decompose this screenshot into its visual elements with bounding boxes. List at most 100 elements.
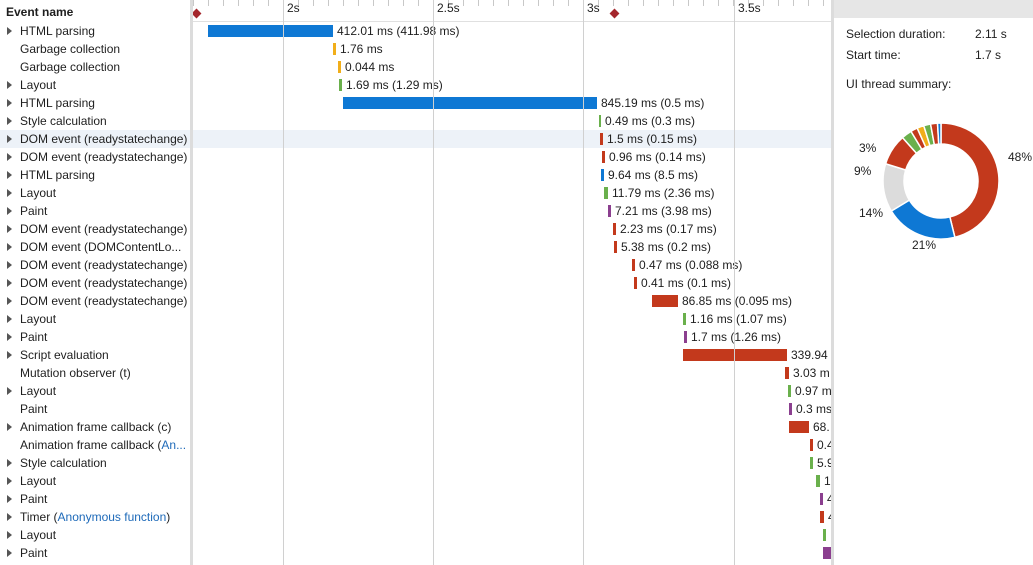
- event-row[interactable]: Animation frame callback (c): [0, 418, 190, 436]
- event-row[interactable]: DOM event (readystatechange): [0, 256, 190, 274]
- function-link[interactable]: An...: [161, 438, 187, 452]
- timeline-row[interactable]: 68.: [193, 418, 831, 436]
- event-row[interactable]: Timer (Anonymous function): [0, 508, 190, 526]
- expand-arrow-icon[interactable]: [7, 549, 12, 557]
- event-duration-bar[interactable]: [599, 115, 601, 127]
- event-duration-bar[interactable]: [684, 331, 687, 343]
- event-duration-bar[interactable]: [683, 313, 686, 325]
- event-row[interactable]: HTML parsing: [0, 22, 190, 40]
- event-duration-bar[interactable]: [816, 475, 820, 487]
- donut-slice[interactable]: [940, 122, 1000, 239]
- timeline-row[interactable]: 86.85 ms (0.095 ms): [193, 292, 831, 310]
- event-row[interactable]: DOM event (readystatechange): [0, 130, 190, 148]
- event-row[interactable]: Paint: [0, 490, 190, 508]
- timeline-row[interactable]: 0.47 ms (0.088 ms): [193, 256, 831, 274]
- event-duration-bar[interactable]: [634, 277, 637, 289]
- event-duration-bar[interactable]: [820, 493, 823, 505]
- event-row[interactable]: Garbage collection: [0, 58, 190, 76]
- expand-arrow-icon[interactable]: [7, 117, 12, 125]
- event-duration-bar[interactable]: [600, 133, 603, 145]
- timeline-row[interactable]: 1.16 ms (1.07 ms): [193, 310, 831, 328]
- event-name-column-header[interactable]: Event name: [6, 5, 74, 19]
- event-row[interactable]: Paint: [0, 400, 190, 418]
- event-row[interactable]: DOM event (readystatechange): [0, 292, 190, 310]
- event-row[interactable]: DOM event (readystatechange): [0, 148, 190, 166]
- event-row[interactable]: Paint: [0, 544, 190, 562]
- event-row[interactable]: Mutation observer (t): [0, 364, 190, 382]
- timeline-row[interactable]: 0.044 ms: [193, 58, 831, 76]
- timeline-row[interactable]: 0.97 m: [193, 382, 831, 400]
- timeline-row[interactable]: 1.7 ms (1.26 ms): [193, 328, 831, 346]
- event-row[interactable]: Style calculation: [0, 112, 190, 130]
- event-row[interactable]: Layout: [0, 310, 190, 328]
- expand-arrow-icon[interactable]: [7, 387, 12, 395]
- event-row[interactable]: Layout: [0, 382, 190, 400]
- event-row[interactable]: Style calculation: [0, 454, 190, 472]
- timeline-row[interactable]: 2.23 ms (0.17 ms): [193, 220, 831, 238]
- pane-splitter[interactable]: [190, 0, 193, 565]
- timeline-row[interactable]: 5.9: [193, 454, 831, 472]
- expand-arrow-icon[interactable]: [7, 135, 12, 143]
- event-duration-bar[interactable]: [810, 457, 813, 469]
- expand-arrow-icon[interactable]: [7, 189, 12, 197]
- event-duration-bar[interactable]: [789, 403, 792, 415]
- expand-arrow-icon[interactable]: [7, 171, 12, 179]
- timeline-row[interactable]: 0.4: [193, 436, 831, 454]
- timeline-row[interactable]: 7.21 ms (3.98 ms): [193, 202, 831, 220]
- expand-arrow-icon[interactable]: [7, 315, 12, 323]
- timeline-row[interactable]: [193, 526, 831, 544]
- expand-arrow-icon[interactable]: [7, 351, 12, 359]
- expand-arrow-icon[interactable]: [7, 495, 12, 503]
- expand-arrow-icon[interactable]: [7, 261, 12, 269]
- event-duration-bar[interactable]: [683, 349, 787, 361]
- expand-arrow-icon[interactable]: [7, 153, 12, 161]
- event-duration-bar[interactable]: [789, 421, 809, 433]
- event-row[interactable]: DOM event (DOMContentLo...: [0, 238, 190, 256]
- event-row[interactable]: Layout: [0, 526, 190, 544]
- expand-arrow-icon[interactable]: [7, 225, 12, 233]
- timeline-row[interactable]: 11.79 ms (2.36 ms): [193, 184, 831, 202]
- event-duration-bar[interactable]: [601, 169, 604, 181]
- timeline-row[interactable]: 0.49 ms (0.3 ms): [193, 112, 831, 130]
- event-row[interactable]: Paint: [0, 202, 190, 220]
- expand-arrow-icon[interactable]: [7, 531, 12, 539]
- event-row[interactable]: HTML parsing: [0, 166, 190, 184]
- timeline-row[interactable]: 5.38 ms (0.2 ms): [193, 238, 831, 256]
- timeline-row[interactable]: 0.3 ms: [193, 400, 831, 418]
- time-ruler[interactable]: 2s 2.5s 3s 3.5s: [193, 0, 831, 22]
- event-row[interactable]: Garbage collection: [0, 40, 190, 58]
- timeline-row[interactable]: 412.01 ms (411.98 ms): [193, 22, 831, 40]
- expand-arrow-icon[interactable]: [7, 279, 12, 287]
- expand-arrow-icon[interactable]: [7, 459, 12, 467]
- event-duration-bar[interactable]: [608, 205, 611, 217]
- timeline-row[interactable]: 9.64 ms (8.5 ms): [193, 166, 831, 184]
- timeline-row[interactable]: 845.19 ms (0.5 ms): [193, 94, 831, 112]
- event-duration-bar[interactable]: [614, 241, 617, 253]
- timeline-row[interactable]: 4: [193, 490, 831, 508]
- event-row[interactable]: Layout: [0, 184, 190, 202]
- event-duration-bar[interactable]: [333, 43, 336, 55]
- event-row[interactable]: Animation frame callback (An...: [0, 436, 190, 454]
- timeline-row[interactable]: 4: [193, 508, 831, 526]
- timeline-row[interactable]: 0.96 ms (0.14 ms): [193, 148, 831, 166]
- timeline-row[interactable]: [193, 544, 831, 562]
- timeline-row[interactable]: 1.69 ms (1.29 ms): [193, 76, 831, 94]
- timeline-row[interactable]: 1.76 ms: [193, 40, 831, 58]
- expand-arrow-icon[interactable]: [7, 243, 12, 251]
- selection-handle-icon[interactable]: [609, 8, 620, 19]
- expand-arrow-icon[interactable]: [7, 27, 12, 35]
- event-row[interactable]: DOM event (readystatechange): [0, 274, 190, 292]
- event-duration-bar[interactable]: [823, 547, 831, 559]
- event-duration-bar[interactable]: [785, 367, 789, 379]
- expand-arrow-icon[interactable]: [7, 333, 12, 341]
- event-row[interactable]: Layout: [0, 472, 190, 490]
- expand-arrow-icon[interactable]: [7, 297, 12, 305]
- event-row[interactable]: Layout: [0, 76, 190, 94]
- event-duration-bar[interactable]: [632, 259, 635, 271]
- expand-arrow-icon[interactable]: [7, 81, 12, 89]
- timeline-row[interactable]: 3.03 m: [193, 364, 831, 382]
- function-link[interactable]: Anonymous function: [57, 510, 167, 524]
- event-duration-bar[interactable]: [788, 385, 791, 397]
- event-row[interactable]: Paint: [0, 328, 190, 346]
- ui-thread-donut-chart[interactable]: [882, 122, 1000, 240]
